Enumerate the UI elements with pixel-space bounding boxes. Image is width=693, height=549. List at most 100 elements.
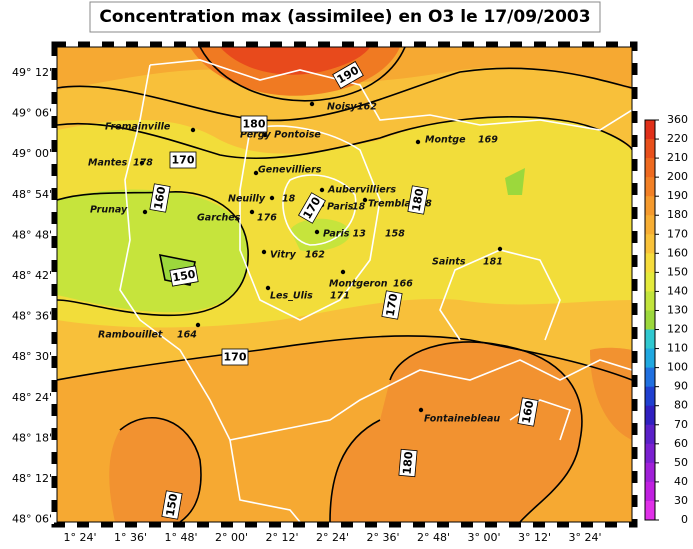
- colorbar-swatch: [645, 443, 655, 464]
- station-value: 176: [257, 213, 277, 224]
- contour-label: 180: [398, 448, 418, 478]
- colorbar-label: 100: [667, 361, 688, 374]
- lat-label: 48° 06': [12, 513, 52, 526]
- colorbar-label: 50: [674, 456, 688, 469]
- contour-label-box: [381, 290, 403, 320]
- lon-label: 1° 48': [164, 531, 197, 544]
- lon-label: 2° 24': [316, 531, 349, 544]
- colorbar-swatch: [645, 310, 655, 331]
- lat-label: 48° 12': [12, 472, 52, 485]
- station-name: Neuilly: [228, 194, 266, 205]
- station-value: 181: [483, 257, 503, 268]
- station-name: Paris 13: [323, 229, 366, 240]
- colorbar-swatch: [645, 329, 655, 350]
- contour-label-text: 170: [172, 154, 195, 167]
- colorbar-label: 140: [667, 284, 688, 297]
- station-dot: [190, 127, 196, 133]
- colorbar-label: 110: [667, 342, 688, 355]
- station-name: Garches: [197, 213, 241, 224]
- station-dot: [362, 197, 368, 203]
- colorbar-swatch: [645, 158, 655, 178]
- colorbar-label: 70: [674, 418, 688, 431]
- map-frame: [56, 46, 633, 523]
- station-dot: [319, 187, 325, 193]
- field-south: [330, 341, 582, 522]
- colorbar-swatch: [645, 177, 655, 197]
- station-value: 158: [385, 229, 405, 240]
- colorbar-swatch: [645, 481, 655, 502]
- contour-label: 170: [298, 192, 326, 224]
- lon-label: 2° 00': [215, 531, 248, 544]
- colorbar-label: 190: [667, 189, 688, 202]
- colorbar-label: 130: [667, 303, 688, 316]
- station-value: 18: [282, 194, 296, 205]
- contour-label: 190: [332, 61, 364, 89]
- station-dot: [253, 170, 259, 176]
- station-name: Montgeron: [329, 279, 388, 290]
- station-dot: [265, 285, 271, 291]
- station-name: Aubervilliers: [327, 185, 396, 196]
- contour-label-box: [298, 192, 326, 224]
- station-name: Mantes: [88, 158, 128, 169]
- station-name: Noisy: [327, 102, 357, 113]
- contour-label-text: 170: [224, 351, 247, 364]
- colorbar-label: 360: [667, 113, 688, 126]
- station-name: Pergy Pontoise: [240, 130, 321, 141]
- contour-label: 150: [161, 490, 183, 520]
- colorbar-label: 200: [667, 170, 688, 183]
- contour-label-box: [240, 115, 268, 133]
- colorbar-swatch: [645, 139, 655, 159]
- colorbar-label: 30: [674, 494, 688, 507]
- station-value: 166: [393, 279, 413, 290]
- station-name: Tremblay: [368, 199, 418, 210]
- station-dot: [415, 139, 421, 145]
- colorbar-swatch: [645, 367, 655, 388]
- lon-label: 2° 12': [265, 531, 298, 544]
- station-value: 178: [133, 158, 153, 169]
- contour-label: 180: [407, 185, 429, 215]
- contour-label-box: [407, 185, 429, 215]
- colorbar-frame: [644, 119, 656, 521]
- lon-label: 2° 48': [417, 531, 450, 544]
- field-green-east: [505, 168, 525, 195]
- colorbar-label: 80: [674, 399, 688, 412]
- lat-label: 48° 18': [12, 431, 52, 444]
- colorbar-swatch: [645, 120, 655, 140]
- contour-label-box: [221, 348, 249, 366]
- colorbar-swatch: [645, 405, 655, 426]
- contour-label-text: 150: [172, 268, 197, 285]
- colorbar-label: 90: [674, 380, 688, 393]
- station-name: Prunay: [90, 205, 128, 216]
- lat-label: 49° 12': [12, 66, 52, 79]
- colorbar-label: 210: [667, 151, 688, 164]
- contour-label: 150: [169, 265, 199, 287]
- lat-label: 48° 30': [12, 350, 52, 363]
- colorbar-swatch: [645, 386, 655, 407]
- lat-label: 48° 24': [12, 391, 52, 404]
- contour-label: 170: [381, 290, 403, 320]
- station-dot: [497, 246, 503, 252]
- lon-label: 3° 12': [518, 531, 551, 544]
- contour-label-box: [398, 448, 418, 478]
- lat-label: 48° 36': [12, 310, 52, 323]
- contour-label: 180: [240, 115, 268, 133]
- station-name: Paris: [327, 202, 354, 213]
- station-dot: [418, 407, 424, 413]
- station-name: Les_Ulis: [270, 291, 313, 302]
- map-frame-scale: [51, 41, 638, 528]
- colorbar-label: 120: [667, 323, 688, 336]
- station-dot: [249, 209, 255, 215]
- contour-label-box: [332, 61, 364, 89]
- station-dot: [269, 195, 275, 201]
- contour-label-box: [517, 397, 539, 427]
- colorbar-swatch: [645, 462, 655, 483]
- station-value: 164: [177, 330, 197, 341]
- station-value: 171: [330, 291, 350, 302]
- contour-label: 170: [221, 348, 249, 366]
- title: Concentration max (assimilee) en O3 le 1…: [99, 7, 590, 27]
- contour-label: 160: [517, 397, 539, 427]
- colorbar-swatch: [645, 348, 655, 369]
- station-value: 162: [357, 102, 377, 113]
- field-peak: [220, 47, 370, 75]
- station-dot: [340, 269, 346, 275]
